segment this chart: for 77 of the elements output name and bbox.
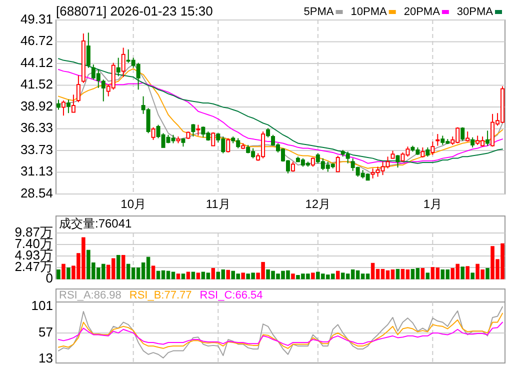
y-tick-label: 13 [38, 350, 53, 365]
candlestick [71, 94, 76, 113]
legend-label: 30PMA [456, 6, 494, 18]
bar [176, 274, 180, 280]
candlestick [266, 128, 270, 138]
candlestick [191, 123, 196, 138]
chart-title: [688071] 2026-01-23 15:30 [56, 3, 213, 18]
bar [56, 269, 60, 280]
bar [311, 272, 315, 280]
candlestick [436, 134, 440, 146]
candlestick [336, 155, 340, 172]
y-tick-label: 44.12 [20, 54, 53, 70]
candlestick [430, 141, 435, 156]
bar [291, 274, 295, 280]
candlestick [226, 138, 230, 153]
candlestick [76, 74, 80, 103]
candlestick [310, 156, 315, 168]
bar [191, 272, 196, 280]
candlestick [121, 47, 126, 78]
bar [226, 270, 230, 280]
bar [62, 264, 66, 280]
x-tick-label: 11月 [206, 197, 230, 211]
candlestick [196, 124, 200, 136]
candlestick [426, 146, 430, 158]
chart-title: 成交量:76041 [59, 216, 132, 231]
y-tick-label: 101 [31, 298, 53, 314]
text: RSI_C:66.54 [200, 289, 263, 302]
bar [420, 268, 425, 280]
bar [470, 272, 474, 280]
candlestick [151, 126, 156, 140]
bar [396, 268, 400, 280]
y-tick-label: 31.13 [20, 164, 53, 179]
candlestick [211, 132, 216, 146]
line-series [58, 322, 504, 346]
candlestick [460, 126, 465, 142]
bar [151, 266, 156, 280]
bar [241, 272, 245, 280]
candlestick [86, 32, 90, 68]
y-tick-label: 57 [38, 324, 53, 340]
legend-label: 5PMA [304, 6, 334, 18]
bar [121, 254, 126, 280]
bar [460, 266, 464, 280]
series-label: RSI_A:86.98 [59, 289, 122, 302]
x-tick-label: 10月 [120, 197, 146, 211]
candlestick [61, 100, 66, 116]
y-tick-label: 46.72 [20, 33, 53, 48]
legend-label: 20PMA [404, 6, 441, 18]
text: RSI_B:77.77 [129, 289, 192, 302]
y-tick-label: 33.73 [20, 142, 53, 157]
bar [211, 268, 216, 280]
candlestick [396, 154, 400, 168]
bar [486, 268, 490, 280]
bar [426, 272, 430, 280]
candlestick [56, 99, 60, 110]
x-tick-label: 1月 [423, 197, 442, 211]
y-tick-label: 49.31 [20, 11, 53, 26]
bar [116, 254, 120, 280]
candlestick [66, 99, 70, 114]
line-series [58, 312, 504, 349]
x-tick-label: 12月 [305, 197, 331, 211]
bar [186, 272, 190, 280]
candlestick [420, 146, 425, 158]
y-tick-label: 36.33 [20, 120, 53, 136]
y-tick-label: 38.92 [20, 98, 53, 114]
bar [336, 270, 340, 280]
bar [196, 272, 200, 280]
candlestick [116, 57, 120, 77]
y-tick-label: 9.87万 [14, 224, 53, 240]
y-tick-label: 28.54 [20, 185, 53, 200]
candlestick [486, 130, 490, 146]
bar [66, 268, 70, 280]
candlestick [466, 131, 470, 142]
legend-label: 10PMA [350, 6, 388, 18]
candlestick [470, 136, 475, 148]
bar [181, 274, 186, 280]
bar [466, 266, 470, 280]
y-tick-label: 41.52 [20, 76, 53, 92]
